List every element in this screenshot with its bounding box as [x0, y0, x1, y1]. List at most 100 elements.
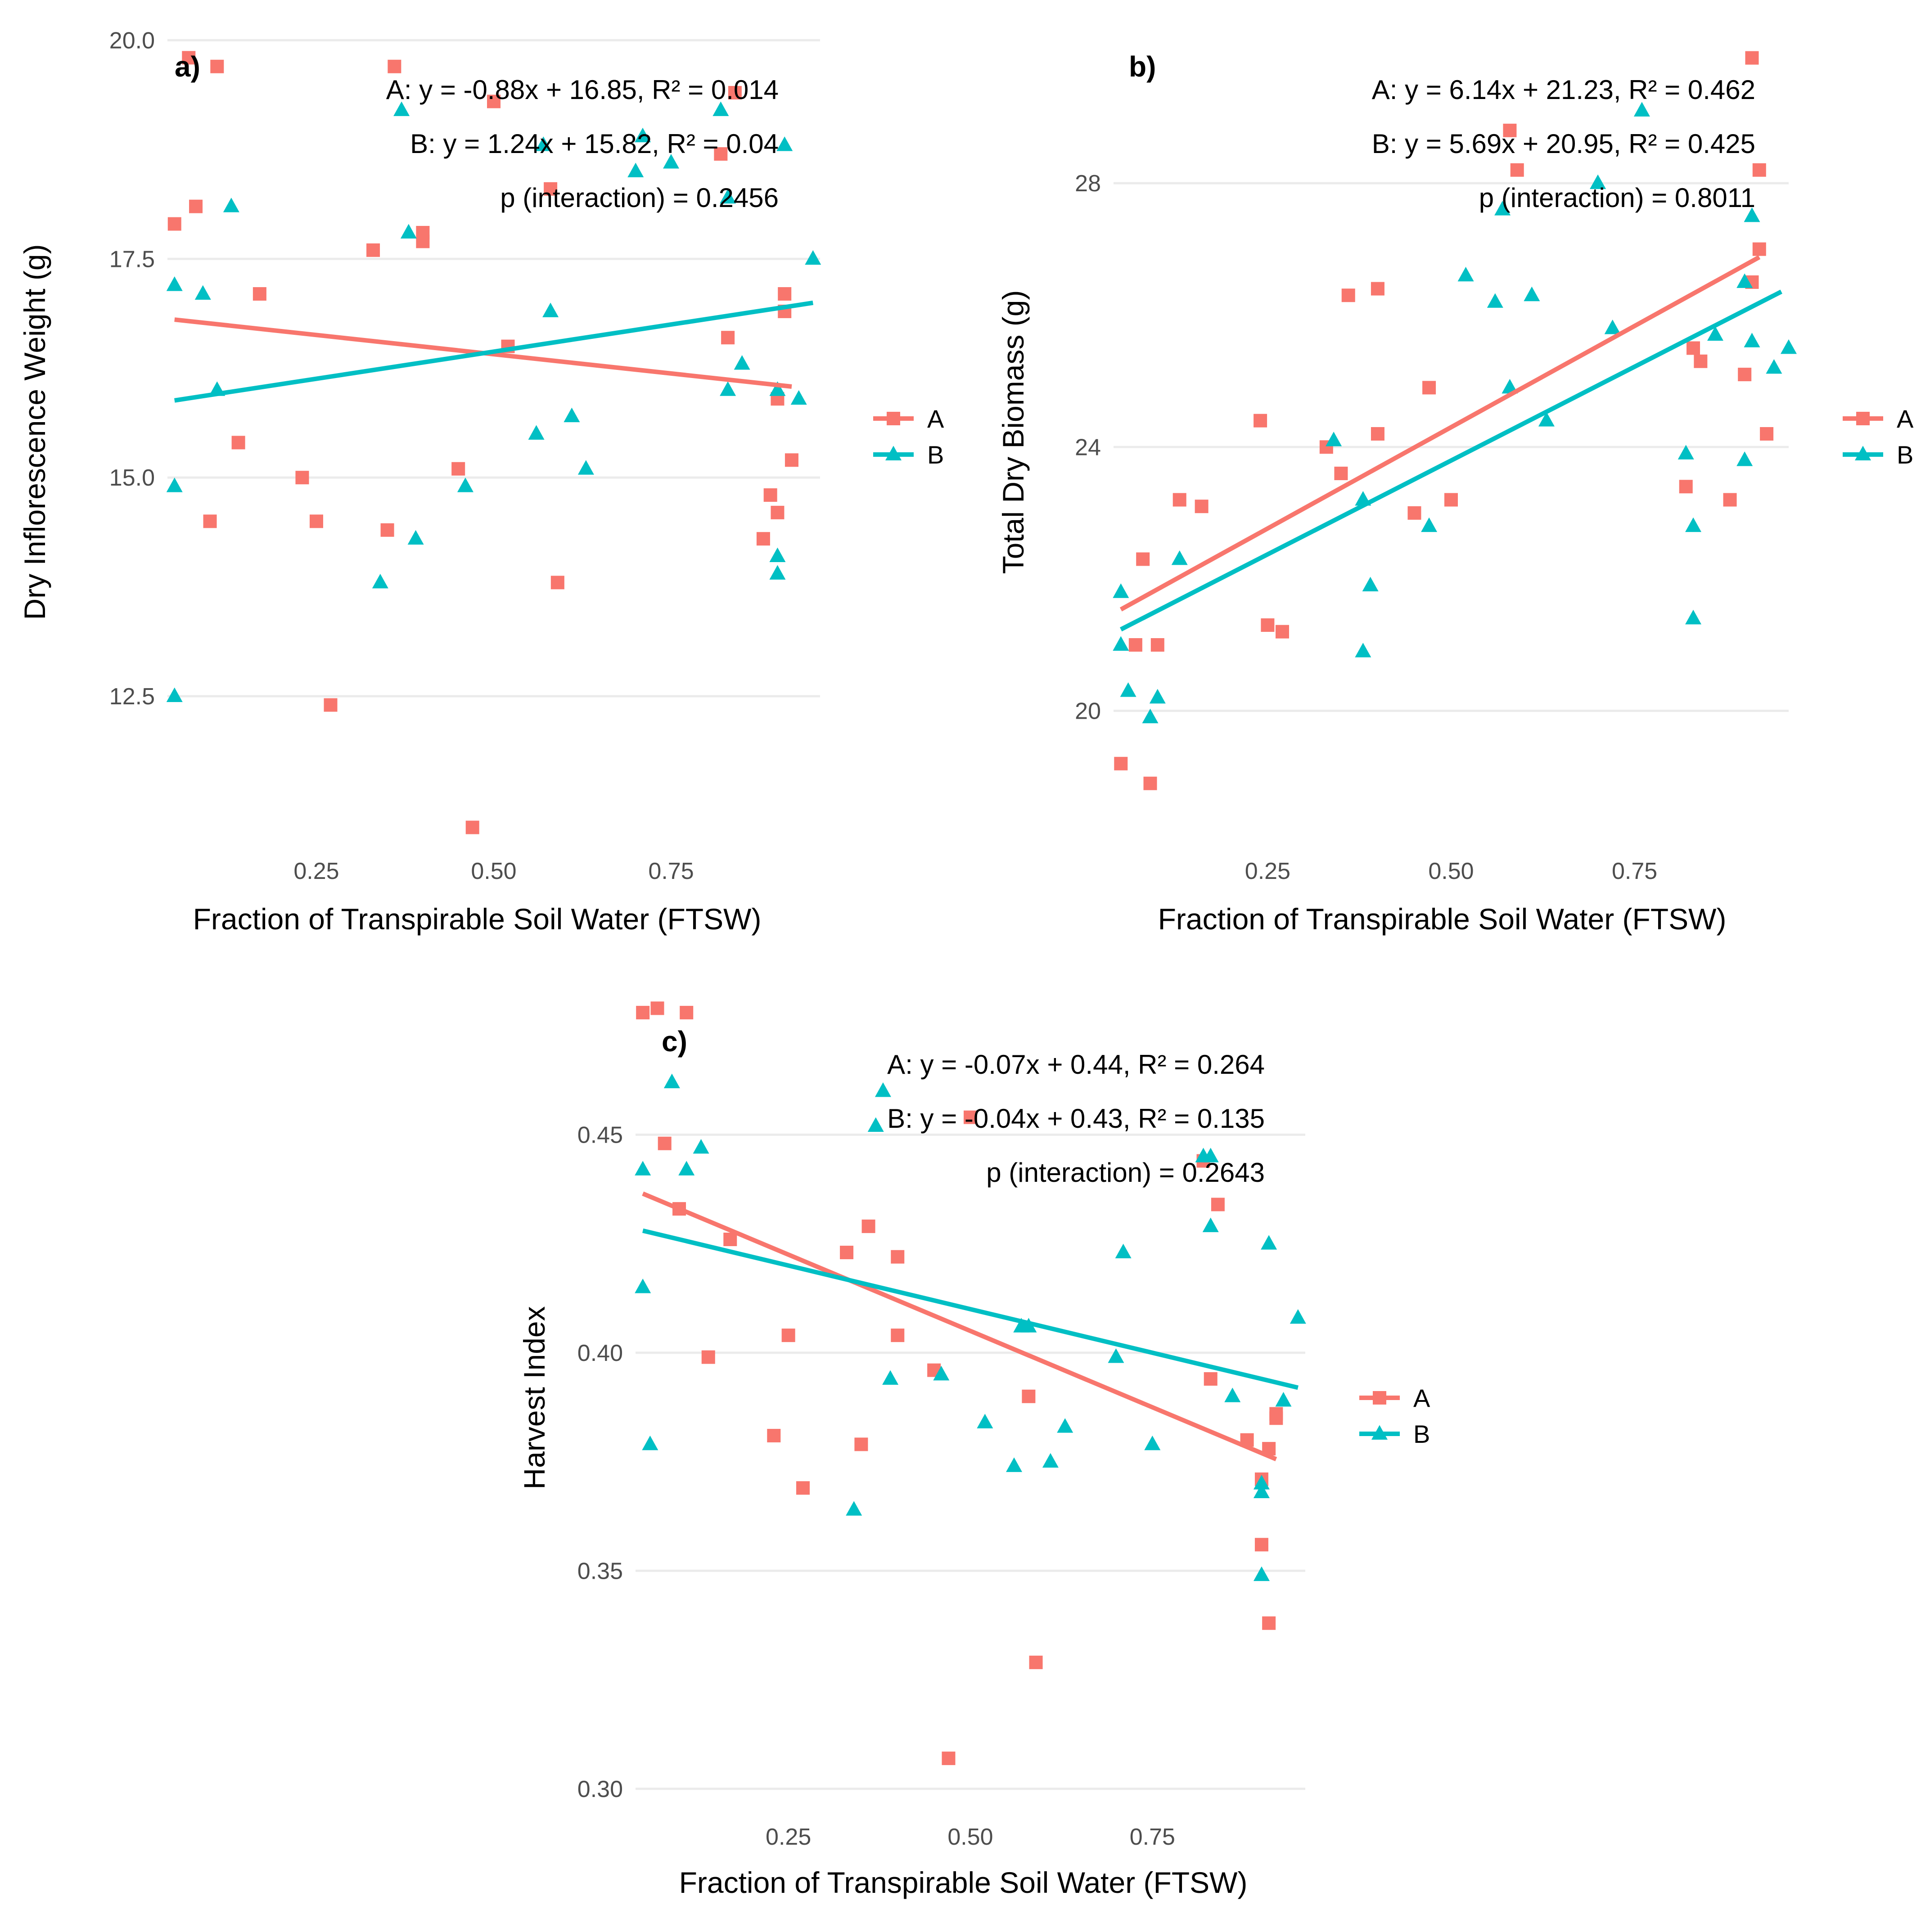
data-point-A: [942, 1752, 956, 1765]
panel-a-chart: 12.5 15.0 17.5 20.0 0.25 0.50 0.75 Fraction of …: [18, 27, 944, 936]
data-point-A: [891, 1329, 905, 1342]
y-tick-label: 20.0: [109, 27, 155, 54]
data-point-B: [1202, 1217, 1219, 1232]
data-point-A: [416, 234, 430, 248]
data-point-A: [1254, 414, 1267, 428]
data-point-B: [166, 687, 183, 703]
data-point-B: [1604, 320, 1621, 334]
data-point-A: [1503, 123, 1517, 137]
data-point-B: [805, 250, 821, 265]
data-point-B: [1142, 708, 1159, 724]
data-point-A: [253, 287, 266, 301]
data-point-A: [721, 331, 735, 345]
data-point-A: [1745, 51, 1759, 65]
y-tick-label: 20: [1075, 698, 1101, 725]
y-axis-title: Total Dry Biomass (g): [997, 290, 1030, 574]
regression-line-A: [642, 1191, 1277, 1461]
data-point-A: [1371, 427, 1384, 441]
data-point-B: [542, 302, 559, 317]
x-tick-label: 0.50: [471, 858, 516, 884]
data-point-B: [642, 1435, 658, 1450]
data-point-B: [977, 1414, 993, 1428]
data-point-A: [891, 1250, 905, 1264]
data-point-A: [714, 147, 728, 161]
data-point-B: [1736, 451, 1753, 466]
data-point-B: [867, 1117, 884, 1132]
data-point-B: [1421, 517, 1438, 532]
data-point-A: [1738, 368, 1752, 382]
data-point-A: [451, 462, 465, 476]
panel-label: a): [175, 50, 200, 83]
data-point-A: [210, 59, 224, 73]
regression-annotation: A: y = 6.14x + 21.23, R² = 0.462: [1372, 75, 1755, 105]
data-point-B: [564, 407, 580, 423]
data-point-B: [223, 198, 239, 212]
regression-annotation: A: y = -0.88x + 16.85, R² = 0.014: [386, 75, 779, 105]
data-point-A: [1269, 1407, 1283, 1421]
legend-label-B: B: [1413, 1420, 1430, 1448]
data-point-B: [720, 381, 736, 396]
y-tick-label: 17.5: [109, 246, 155, 272]
data-point-A: [1143, 776, 1157, 790]
data-point-B: [1113, 636, 1129, 651]
data-point-B: [769, 381, 786, 396]
data-point-B: [776, 136, 793, 151]
data-point-B: [1457, 266, 1474, 282]
legend-label-A: A: [927, 405, 944, 433]
data-point-B: [1494, 201, 1511, 216]
data-point-B: [1108, 1348, 1124, 1363]
data-point-B: [1707, 326, 1723, 341]
y-tick-label: 0.45: [577, 1122, 623, 1148]
data-point-A: [767, 1429, 781, 1443]
data-point-A: [309, 514, 323, 528]
data-point-A: [728, 86, 742, 100]
data-point-B: [1685, 517, 1702, 532]
data-point-A: [1723, 493, 1737, 507]
data-point-A: [840, 1246, 854, 1260]
data-point-B: [1115, 1243, 1132, 1258]
legend-label-B: B: [1897, 441, 1913, 469]
regression-annotation: p (interaction) = 0.2456: [500, 183, 779, 213]
x-tick-label: 0.25: [1245, 858, 1290, 884]
data-point-A: [680, 1006, 694, 1020]
data-point-B: [875, 1082, 891, 1097]
legend-key-triangle-icon: [1371, 1425, 1388, 1440]
data-point-A: [1422, 381, 1436, 395]
data-point-B: [933, 1365, 950, 1381]
data-point-A: [964, 1110, 977, 1124]
data-point-B: [1120, 682, 1136, 697]
data-point-A: [1114, 757, 1128, 770]
regression-annotation: B: y = 5.69x + 20.95, R² = 0.425: [1372, 129, 1755, 159]
data-point-B: [1781, 339, 1797, 354]
y-tick-label: 28: [1075, 171, 1101, 197]
data-point-B: [635, 1161, 651, 1175]
data-point-B: [769, 547, 786, 563]
x-axis-title: Fraction of Transpirable Soil Water (FTS…: [193, 902, 762, 936]
data-point-B: [635, 1279, 651, 1293]
data-point-B: [1290, 1309, 1306, 1324]
data-point-A: [781, 1329, 795, 1342]
data-point-A: [1211, 1198, 1225, 1211]
regression-annotation: B: y = -0.04x + 0.43, R² = 0.135: [887, 1103, 1265, 1134]
data-point-B: [1487, 293, 1503, 308]
regression-line-B: [1120, 289, 1782, 632]
data-point-A: [636, 1006, 650, 1020]
data-point-B: [663, 154, 680, 169]
data-point-A: [1261, 618, 1275, 632]
y-tick-label: 0.30: [577, 1776, 623, 1802]
data-point-B: [1006, 1457, 1023, 1472]
data-point-A: [756, 532, 770, 546]
data-point-A: [1128, 638, 1142, 652]
data-point-A: [550, 576, 564, 590]
y-tick-label: 15.0: [109, 465, 155, 491]
data-point-B: [1253, 1475, 1270, 1490]
data-point-B: [1144, 1435, 1161, 1450]
data-point-A: [388, 59, 401, 73]
data-point-A: [203, 514, 217, 528]
data-point-A: [1686, 341, 1700, 355]
y-tick-label: 0.40: [577, 1340, 623, 1366]
data-point-B: [372, 573, 388, 589]
data-point-A: [1334, 466, 1348, 480]
data-point-B: [693, 1139, 709, 1154]
data-point-A: [1254, 1538, 1268, 1552]
